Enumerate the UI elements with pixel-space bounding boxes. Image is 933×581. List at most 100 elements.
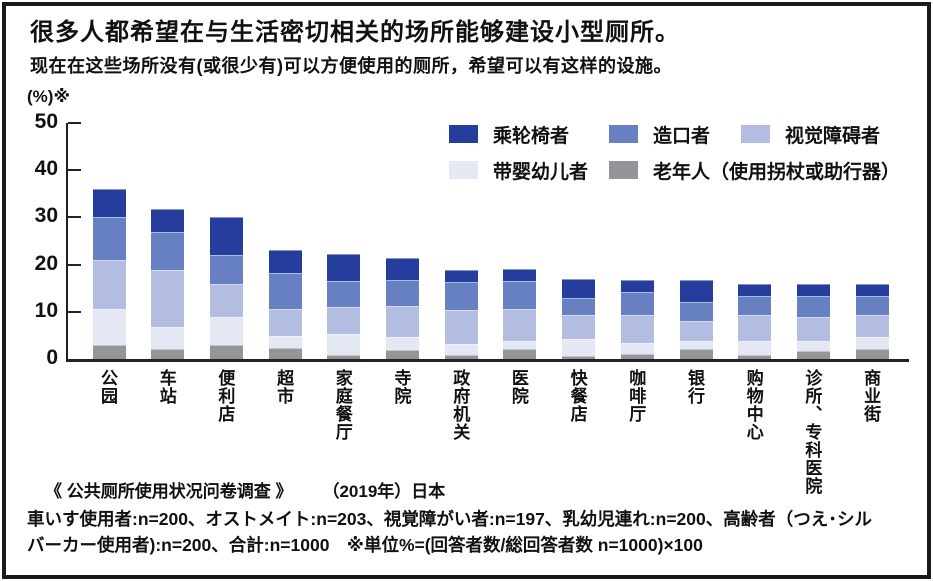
y-tick-mark (68, 216, 81, 219)
bar-segment (562, 278, 596, 298)
bar-segment (738, 315, 772, 341)
bar-segment (327, 334, 361, 355)
bar (209, 123, 243, 359)
x-category-label: 便利店 (215, 369, 235, 423)
bar-segment (444, 355, 478, 359)
x-category-label: 购物中心 (743, 369, 763, 441)
bar (738, 123, 772, 359)
legend-item: 视觉障碍者 (741, 124, 880, 147)
legend-item: 乘轮椅者 (449, 124, 569, 147)
bar (679, 123, 713, 359)
bar-segment (444, 310, 478, 345)
bar-segment (503, 308, 537, 341)
bar-segment (503, 280, 537, 309)
bar-segment (620, 353, 654, 359)
bar-segment (92, 344, 126, 359)
bar-segment (738, 283, 772, 296)
legend-swatch (449, 125, 478, 143)
bar-segment (620, 292, 654, 316)
bar-segment (327, 280, 361, 308)
y-tick-label: 0 (46, 346, 58, 369)
bar-segment (386, 337, 419, 350)
y-axis-unit-label: (%)※ (27, 87, 70, 106)
legend-label: 造口者 (653, 125, 711, 147)
bar-segment (679, 340, 713, 349)
bar-segment (855, 348, 889, 359)
legend-label: 乘轮椅者 (493, 125, 570, 147)
bar-segment (620, 279, 654, 293)
legend-item: 带婴幼儿者 (449, 160, 588, 183)
bar-segment (679, 348, 713, 359)
legend-item: 老年人（使用拐杖或助行器） (609, 160, 900, 183)
bar-segment (386, 279, 419, 307)
bar-segment (268, 250, 302, 273)
bar-segment (209, 254, 243, 284)
bar-segment (855, 295, 889, 316)
bar (151, 123, 185, 359)
bar-segment (562, 315, 596, 339)
x-category-label: 咖啡厅 (626, 369, 646, 423)
bar-segment (620, 315, 654, 343)
bar-segment (796, 295, 830, 317)
bar-segment (268, 348, 302, 359)
bar-segment (92, 189, 126, 218)
survey-note: 車いす使用者:n=200、オストメイト:n=203、視覚障がい者:n=197、乳… (27, 506, 917, 558)
x-category-label: 家庭餐厅 (332, 369, 352, 441)
legend-swatch (609, 125, 638, 143)
bar (503, 123, 537, 359)
legend-swatch (609, 161, 638, 179)
bar-segment (209, 217, 243, 255)
bar-segment (151, 327, 185, 350)
note-line-2: バーカー使用者):n=200、合計:n=1000 ※単位%=(回答者数/総回答者… (27, 535, 703, 555)
y-tick-label: 10 (34, 298, 58, 322)
bar-segment (386, 349, 419, 359)
bar-segment (151, 208, 185, 232)
legend-item: 造口者 (609, 124, 710, 147)
plot-area (66, 122, 909, 362)
bar-segment (209, 283, 243, 318)
y-tick-mark (68, 169, 81, 172)
bar-segment (855, 337, 889, 349)
bar-segment (679, 302, 713, 322)
bar (386, 123, 419, 359)
bar-segment (327, 253, 361, 281)
bar-segment (386, 306, 419, 338)
bar-segment (209, 317, 243, 345)
source-year-country: （2019年）日本 (322, 482, 446, 501)
bar-segment (796, 350, 830, 359)
bar-segment (503, 269, 537, 281)
bar-segment (151, 349, 185, 359)
bar-segment (209, 344, 243, 359)
bar-segment (268, 335, 302, 349)
x-category-label: 商业街 (861, 369, 881, 423)
bar-segment (327, 354, 361, 359)
bar (92, 123, 126, 359)
bar-segment (855, 315, 889, 338)
bar (562, 123, 596, 359)
bar-segment (92, 217, 126, 260)
bar-segment (444, 281, 478, 311)
bar-segment (327, 307, 361, 335)
bar-segment (503, 349, 537, 359)
legend-label: 带婴幼儿者 (493, 161, 589, 183)
bar (444, 123, 478, 359)
x-category-label: 超市 (274, 369, 294, 405)
x-category-label: 政府机关 (450, 369, 470, 441)
legend: 乘轮椅者 造口者 视觉障碍者带婴幼儿者 老年人（使用拐杖或助行器） (449, 124, 919, 186)
bar-segment (738, 340, 772, 356)
bar-segment (796, 340, 830, 351)
y-tick-mark (68, 122, 81, 124)
bar-segment (151, 270, 185, 328)
chart-subtitle: 现在在这些场所没有(或很少有)可以方便使用的厕所，希望可以有这样的设施。 (30, 56, 672, 76)
bar-segment (562, 355, 596, 359)
y-tick-label: 20 (34, 251, 58, 275)
bar-segment (503, 340, 537, 350)
bar-segment (738, 295, 772, 316)
y-tick-mark (68, 310, 81, 313)
x-category-label: 寺院 (391, 369, 411, 405)
bar-segment (620, 342, 654, 354)
bar-segment (444, 344, 478, 356)
note-line-1: 車いす使用者:n=200、オストメイト:n=203、視覚障がい者:n=197、乳… (27, 509, 872, 529)
legend-label: 视觉障碍者 (785, 125, 881, 147)
legend-label: 老年人（使用拐杖或助行器） (653, 161, 901, 183)
